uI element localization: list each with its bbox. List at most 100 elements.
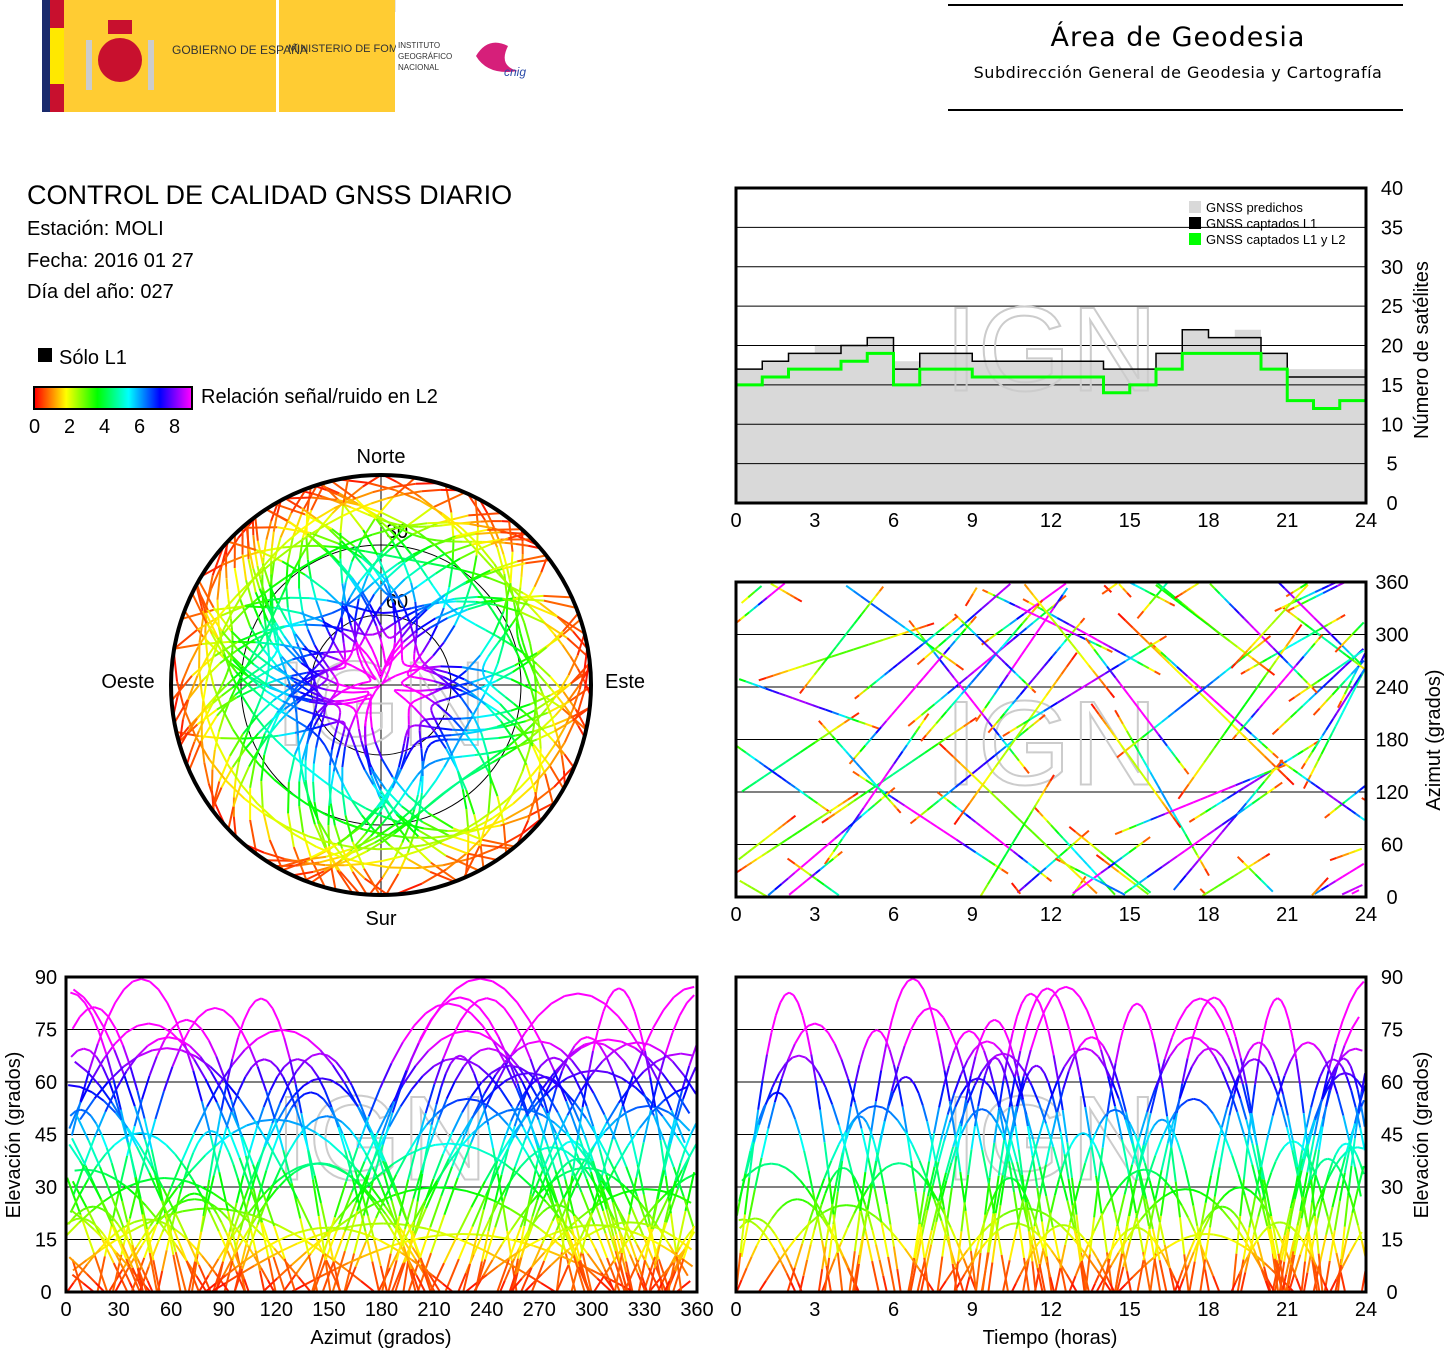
elevation-time-segment — [1237, 1174, 1246, 1196]
azimuth-track-segment — [922, 671, 930, 679]
elevation-time-segment — [1015, 1076, 1025, 1107]
azimuth-track-segment — [1349, 657, 1355, 663]
skyplot-track-segment — [495, 671, 514, 682]
azimuth-track-segment — [1001, 868, 1009, 875]
azimuth-track-segment — [778, 692, 787, 697]
elevation-azimuth-segment — [254, 997, 262, 1002]
azimuth-track-segment — [960, 676, 969, 684]
elevation-time-segment — [1292, 1225, 1299, 1242]
skyplot-track-segment — [357, 841, 375, 852]
elevation-time-segment — [820, 1025, 829, 1034]
elevation-time-segment — [890, 1002, 898, 1021]
skyplot-label-north: Norte — [357, 446, 406, 468]
azimuth-track-segment — [1045, 687, 1053, 697]
elevation-azimuth-segment — [253, 1119, 270, 1145]
elevation-time-segment — [1030, 1227, 1037, 1234]
azimuth-track-segment — [1023, 766, 1030, 775]
skyplot-track-segment — [325, 676, 329, 681]
elevation-azimuth-segment — [648, 1276, 663, 1293]
azimuth-track-segment — [834, 808, 842, 815]
azimuth-track-segment — [1338, 665, 1346, 673]
elevation-time-segment — [940, 1220, 950, 1245]
azimuth-track-segment — [971, 768, 979, 775]
x-tick-label: 15 — [1119, 1299, 1141, 1321]
elevation-time-segment — [1093, 1217, 1102, 1232]
skyplot-track-segment — [226, 589, 230, 600]
skyplot-track-segment — [443, 624, 456, 643]
elevation-azimuth-segment — [175, 1200, 182, 1208]
azimuth-track-segment — [1025, 621, 1034, 629]
azimuth-track-segment — [1030, 603, 1039, 610]
azimuth-track-segment — [751, 845, 757, 851]
elevation-time-segment — [1181, 1058, 1189, 1084]
azimuth-track-segment — [806, 678, 812, 685]
y-tick-label: 180 — [1375, 730, 1408, 752]
azimuth-track-segment — [865, 779, 873, 786]
skyplot-track-segment — [255, 697, 262, 709]
elevation-azimuth-segment — [412, 1200, 427, 1223]
elevation-time-segment — [1008, 1161, 1015, 1193]
y-tick-label: 15 — [35, 1230, 57, 1252]
elevation-time-segment — [1327, 1163, 1333, 1175]
azimuth-track-segment — [871, 595, 877, 602]
skyplot-track-segment — [311, 496, 337, 501]
elevation-azimuth-segment — [619, 1182, 633, 1209]
azimuth-track-segment — [1205, 698, 1215, 707]
elevation-azimuth-segment — [248, 1161, 260, 1186]
azimuth-track-segment — [1042, 786, 1048, 794]
skyplot-track-segment — [382, 679, 389, 684]
elevation-azimuth-segment — [605, 1056, 614, 1072]
azimuth-track-segment — [1266, 747, 1274, 754]
elevation-time-segment — [1045, 1242, 1053, 1251]
elevation-azimuth-segment — [201, 1131, 208, 1138]
azimuth-track-segment — [738, 678, 747, 683]
elevation-time-segment — [1333, 1200, 1341, 1231]
elevation-time-segment — [1177, 1188, 1186, 1191]
elevation-time-segment — [987, 1059, 993, 1067]
x-tick-label: 15 — [1119, 904, 1141, 926]
elevation-azimuth-segment — [550, 995, 566, 1005]
azimuth-track-segment — [802, 683, 808, 690]
skyplot-track-segment — [244, 605, 274, 609]
elevation-time-segment — [1250, 1217, 1259, 1243]
skyplot-track-segment — [299, 612, 324, 623]
elevation-time-segment — [882, 1222, 891, 1232]
elevation-azimuth-segment — [312, 1077, 323, 1082]
azimuth-track-segment — [746, 861, 753, 867]
skyplot-track-segment — [310, 867, 333, 884]
elevation-azimuth-segment — [610, 1216, 618, 1235]
azimuth-track-segment — [820, 843, 829, 851]
elevation-time-segment — [992, 1175, 1000, 1214]
elevation-azimuth-segment — [303, 1079, 314, 1087]
elevation-azimuth-segment — [204, 1141, 220, 1156]
azimuth-track-segment — [1014, 604, 1021, 609]
skyplot-track-segment — [430, 562, 445, 568]
skyplot-track-segment — [435, 721, 442, 732]
azimuth-track-segment — [1014, 672, 1020, 678]
x-tick-label: 6 — [888, 510, 899, 532]
elevation-azimuth-segment — [614, 1139, 628, 1168]
azimuth-track-segment — [849, 819, 856, 828]
azimuth-track-segment — [991, 649, 996, 655]
azimuth-track-segment — [890, 707, 898, 716]
skyplot-track-segment — [311, 654, 320, 664]
azimuth-track-segment — [816, 802, 823, 808]
azimuth-track-segment — [1176, 669, 1185, 679]
elevation-time-segment — [1068, 1028, 1076, 1052]
azimuth-track-segment — [1058, 833, 1064, 839]
elevation-time-segment — [994, 1218, 1003, 1256]
elevation-time-segment — [1319, 1159, 1325, 1165]
elevation-azimuth-segment — [476, 1147, 492, 1156]
elevation-azimuth-segment — [131, 1132, 141, 1136]
elevation-time-segment — [1270, 1215, 1280, 1254]
skyplot-track-segment — [430, 740, 436, 745]
azimuth-track-segment — [924, 747, 932, 754]
azimuth-track-segment — [950, 699, 958, 707]
elevation-time-segment — [764, 1086, 774, 1105]
y-tick-label: 0 — [40, 1282, 51, 1304]
azimuth-track-segment — [1058, 582, 1067, 590]
elevation-azimuth-segment — [543, 1229, 558, 1262]
skyplot-track-segment — [489, 577, 507, 586]
elevation-time-segment — [1322, 1199, 1329, 1217]
